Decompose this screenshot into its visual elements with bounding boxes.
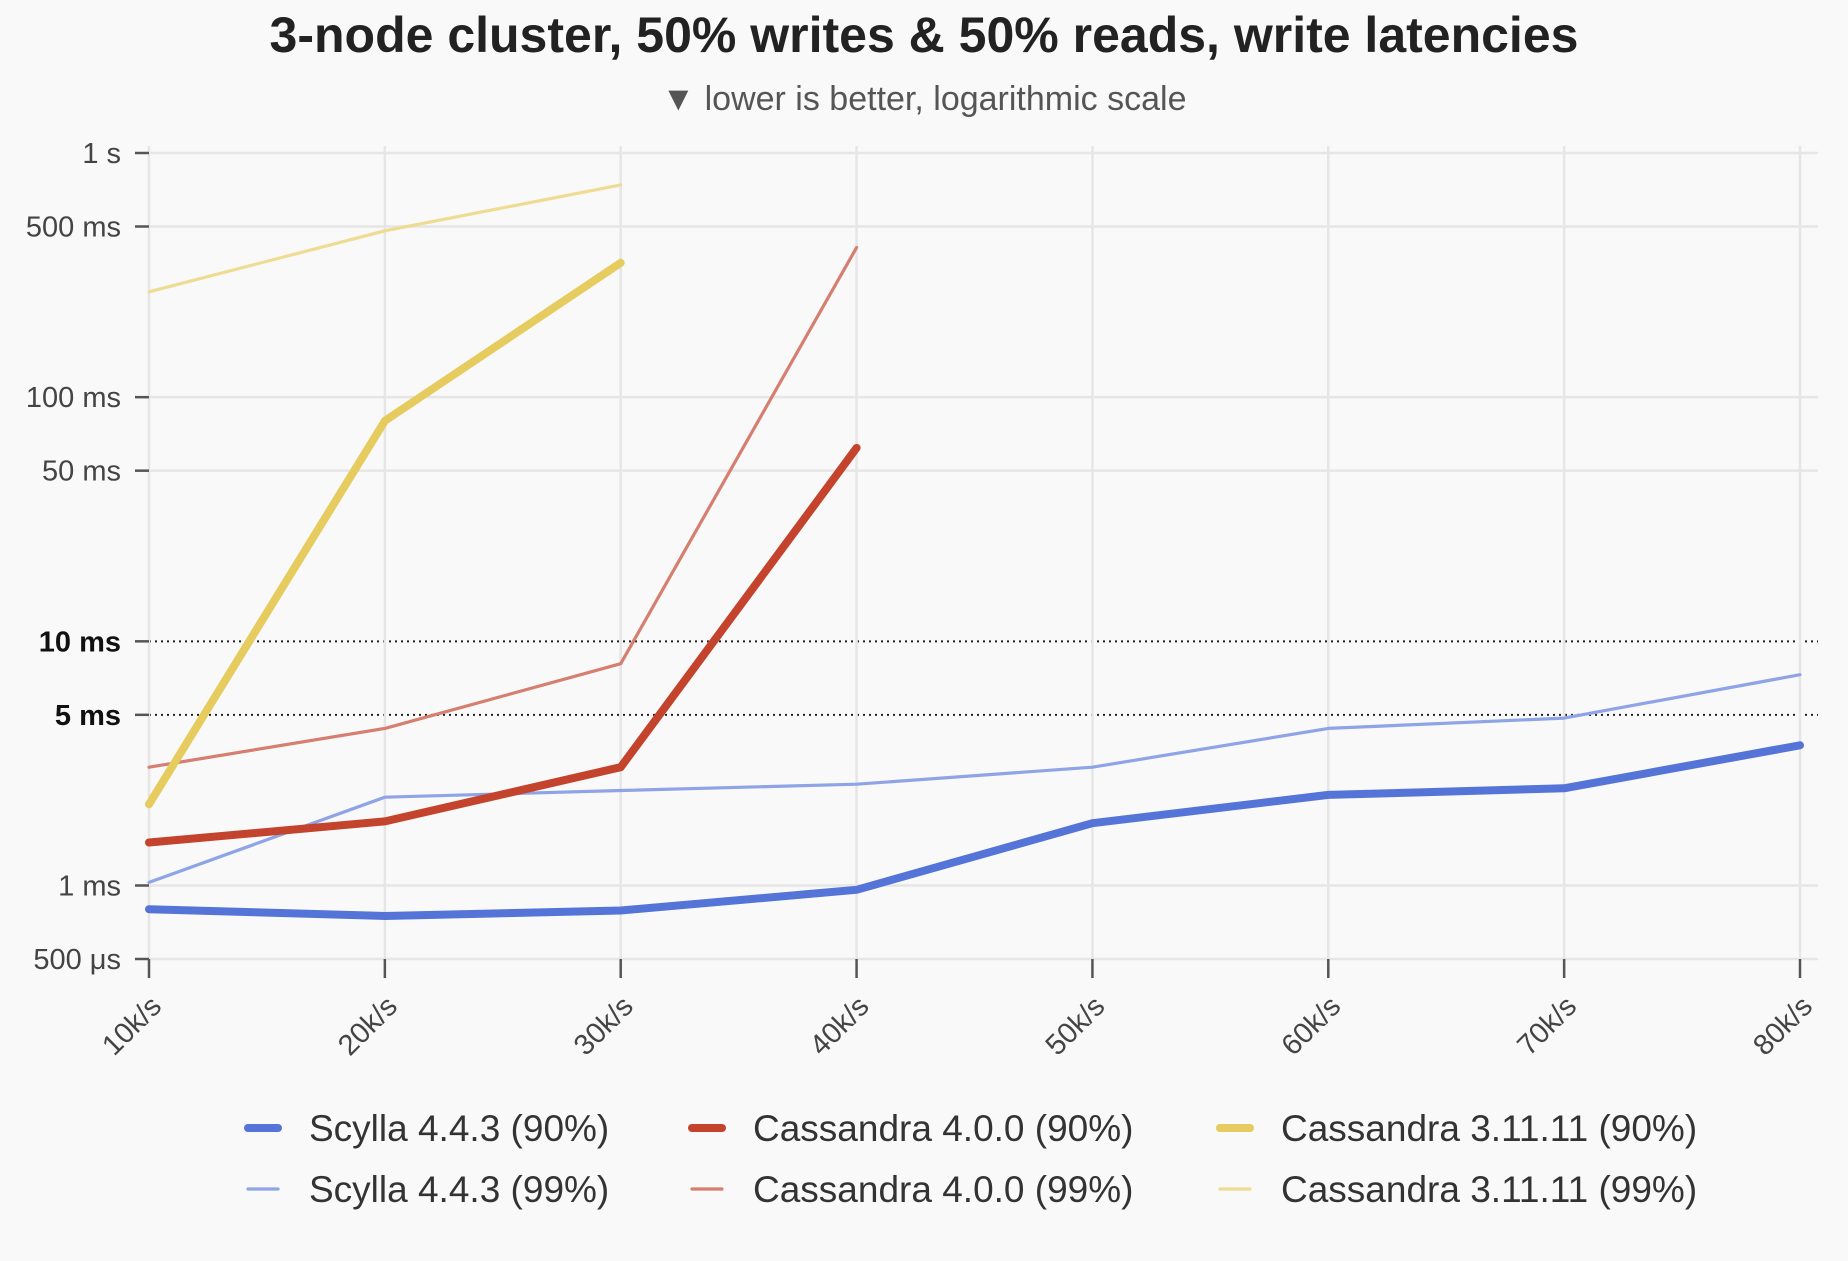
- x-tick-label: 40k/s: [804, 990, 876, 1062]
- y-tick-label: 100 ms: [26, 382, 121, 414]
- y-tick-label: 50 ms: [42, 456, 121, 488]
- x-tick-label: 80k/s: [1747, 990, 1819, 1062]
- y-tick-label: 1 s: [82, 138, 121, 170]
- series-line-scylla-4-4-3-99: [147, 673, 1802, 885]
- y-tick-label: 500 ms: [26, 212, 121, 244]
- y-tick-label: 10 ms: [39, 626, 121, 658]
- series-layer: [145, 183, 1804, 920]
- x-tick-label: 70k/s: [1511, 990, 1583, 1062]
- x-tick-label: 30k/s: [568, 990, 640, 1062]
- legend-label: Cassandra 4.0.0 (90%): [753, 1108, 1133, 1149]
- legend-label: Cassandra 4.0.0 (99%): [753, 1169, 1133, 1210]
- legend-label: Cassandra 3.11.11 (90%): [1281, 1108, 1697, 1149]
- series-line-cassandra-4-0-0-90: [145, 443, 861, 847]
- y-tick-label: 5 ms: [55, 700, 121, 732]
- legend-label: Cassandra 3.11.11 (99%): [1281, 1169, 1697, 1210]
- series-line-scylla-4-4-3-90: [145, 741, 1804, 920]
- series-line-cassandra-4-0-0-99: [147, 245, 859, 769]
- series-line-cassandra-3-11-11-90: [145, 258, 625, 809]
- chart-subtitle: ▼ lower is better, logarithmic scale: [662, 80, 1187, 118]
- x-tick-label: 10k/s: [96, 990, 168, 1062]
- legend-label: Scylla 4.4.3 (99%): [309, 1169, 609, 1210]
- chart-title: 3-node cluster, 50% writes & 50% reads, …: [270, 7, 1579, 63]
- y-tick-label: 1 ms: [58, 870, 121, 902]
- x-tick-label: 50k/s: [1040, 990, 1112, 1062]
- x-tick-label: 60k/s: [1276, 990, 1348, 1062]
- y-tick-label: 500 μs: [33, 944, 121, 976]
- x-tick-label: 20k/s: [332, 990, 404, 1062]
- legend: Scylla 4.4.3 (90%) Cassandra 4.0.0 (90%) C…: [244, 1108, 1697, 1210]
- y-axis: 1 s 500 ms 100 ms 50 ms 10 ms 5 ms 1 ms 500 μs: [26, 138, 149, 976]
- x-axis: 10k/s 20k/s 30k/s 40k/s 50k/s 60k/s 70k/s 80k/s: [96, 959, 1819, 1062]
- legend-label: Scylla 4.4.3 (90%): [309, 1108, 609, 1149]
- grid: [147, 146, 1818, 961]
- series-line-cassandra-3-11-11-99: [147, 183, 623, 294]
